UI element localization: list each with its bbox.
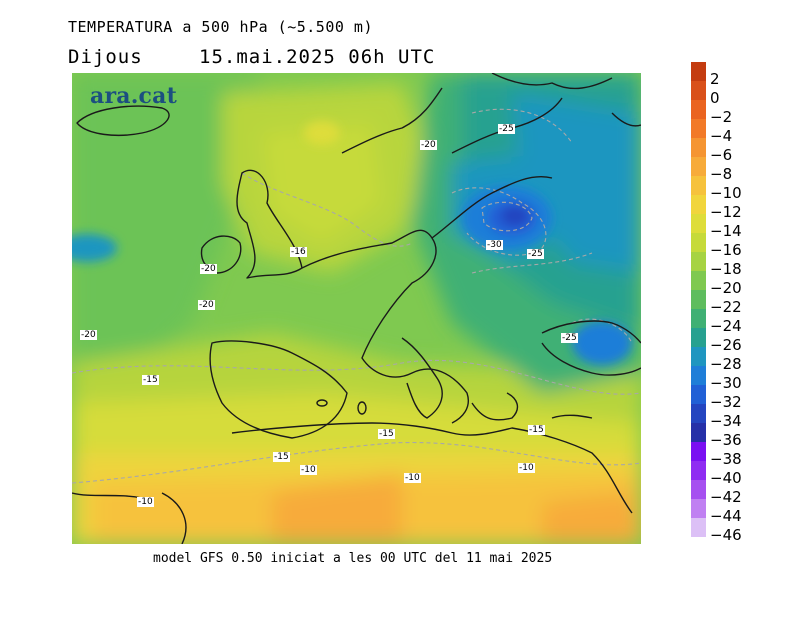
contour-label: -20 bbox=[420, 140, 437, 150]
contour-label: -25 bbox=[561, 333, 578, 343]
temperature-colorbar bbox=[691, 62, 706, 537]
colorbar-swatch bbox=[691, 290, 706, 309]
colorbar-swatch bbox=[691, 176, 706, 195]
colorbar-label: −40 bbox=[710, 469, 742, 487]
colorbar-swatch bbox=[691, 119, 706, 138]
colorbar-swatch bbox=[691, 138, 706, 157]
colorbar-label: −4 bbox=[710, 127, 733, 145]
colorbar-label: −10 bbox=[710, 184, 742, 202]
colorbar-label: 2 bbox=[710, 70, 720, 88]
colorbar-label: −8 bbox=[710, 165, 733, 183]
colorbar-swatch bbox=[691, 366, 706, 385]
colorbar-label: −14 bbox=[710, 222, 742, 240]
contour-label: -16 bbox=[290, 247, 307, 257]
colorbar-swatch bbox=[691, 423, 706, 442]
colorbar-label: −26 bbox=[710, 336, 742, 354]
contour-label: -10 bbox=[518, 463, 535, 473]
colorbar-swatch bbox=[691, 252, 706, 271]
colorbar-swatch bbox=[691, 214, 706, 233]
contour-label: -30 bbox=[486, 240, 503, 250]
colorbar-swatch bbox=[691, 404, 706, 423]
contour-label: -20 bbox=[198, 300, 215, 310]
contour-label: -25 bbox=[527, 249, 544, 259]
contour-label: -10 bbox=[300, 465, 317, 475]
colorbar-label: −38 bbox=[710, 450, 742, 468]
coastlines bbox=[72, 73, 641, 544]
colorbar-swatch bbox=[691, 385, 706, 404]
colorbar-label: −36 bbox=[710, 431, 742, 449]
contour-label: -15 bbox=[378, 429, 395, 439]
contour-label: -15 bbox=[142, 375, 159, 385]
forecast-time: Dijous 15.mai.2025 06h UTC bbox=[68, 46, 434, 68]
colorbar-swatch bbox=[691, 347, 706, 366]
colorbar-label: 0 bbox=[710, 89, 720, 107]
colorbar-label: −28 bbox=[710, 355, 742, 373]
colorbar-label: −2 bbox=[710, 108, 733, 126]
colorbar-label: −12 bbox=[710, 203, 742, 221]
colorbar-swatch bbox=[691, 81, 706, 100]
colorbar-swatch bbox=[691, 480, 706, 499]
contour-label: -10 bbox=[137, 497, 154, 507]
colorbar-swatch bbox=[691, 328, 706, 347]
contour-label: -10 bbox=[404, 473, 421, 483]
colorbar-label: −18 bbox=[710, 260, 742, 278]
colorbar-swatch bbox=[691, 461, 706, 480]
colorbar-swatch bbox=[691, 271, 706, 290]
colorbar-swatch bbox=[691, 442, 706, 461]
contour-label: -15 bbox=[528, 425, 545, 435]
colorbar-swatch bbox=[691, 518, 706, 537]
forecast-date: 15.mai.2025 06h UTC bbox=[199, 46, 436, 68]
ara-cat-logo: ara.cat bbox=[90, 83, 177, 109]
colorbar-swatch bbox=[691, 233, 706, 252]
colorbar-label: −22 bbox=[710, 298, 742, 316]
colorbar-swatch bbox=[691, 100, 706, 119]
forecast-day: Dijous bbox=[68, 46, 143, 68]
colorbar-label: −42 bbox=[710, 488, 742, 506]
isotherm-lines bbox=[72, 108, 641, 484]
contour-label: -20 bbox=[200, 264, 217, 274]
colorbar-label: −20 bbox=[710, 279, 742, 297]
map-title: TEMPERATURA a 500 hPa (~5.500 m) bbox=[68, 18, 373, 36]
colorbar-label: −44 bbox=[710, 507, 742, 525]
contour-label: -25 bbox=[498, 124, 515, 134]
contour-label: -20 bbox=[80, 330, 97, 340]
colorbar-swatch bbox=[691, 157, 706, 176]
colorbar-swatch bbox=[691, 499, 706, 518]
model-run-info: model GFS 0.50 iniciat a les 00 UTC del … bbox=[153, 551, 553, 566]
colorbar-swatch bbox=[691, 309, 706, 328]
colorbar-label: −32 bbox=[710, 393, 742, 411]
colorbar-label: −46 bbox=[710, 526, 742, 544]
colorbar-label: −24 bbox=[710, 317, 742, 335]
colorbar-label: −34 bbox=[710, 412, 742, 430]
colorbar-label: −30 bbox=[710, 374, 742, 392]
colorbar-label: −6 bbox=[710, 146, 733, 164]
colorbar-swatch bbox=[691, 62, 706, 81]
temperature-field bbox=[72, 73, 641, 544]
temperature-map: ara.cat -25 -20 -30 -25 -16 -20 -20 -20 … bbox=[72, 73, 641, 544]
contour-label: -15 bbox=[273, 452, 290, 462]
colorbar-swatch bbox=[691, 195, 706, 214]
colorbar-label: −16 bbox=[710, 241, 742, 259]
